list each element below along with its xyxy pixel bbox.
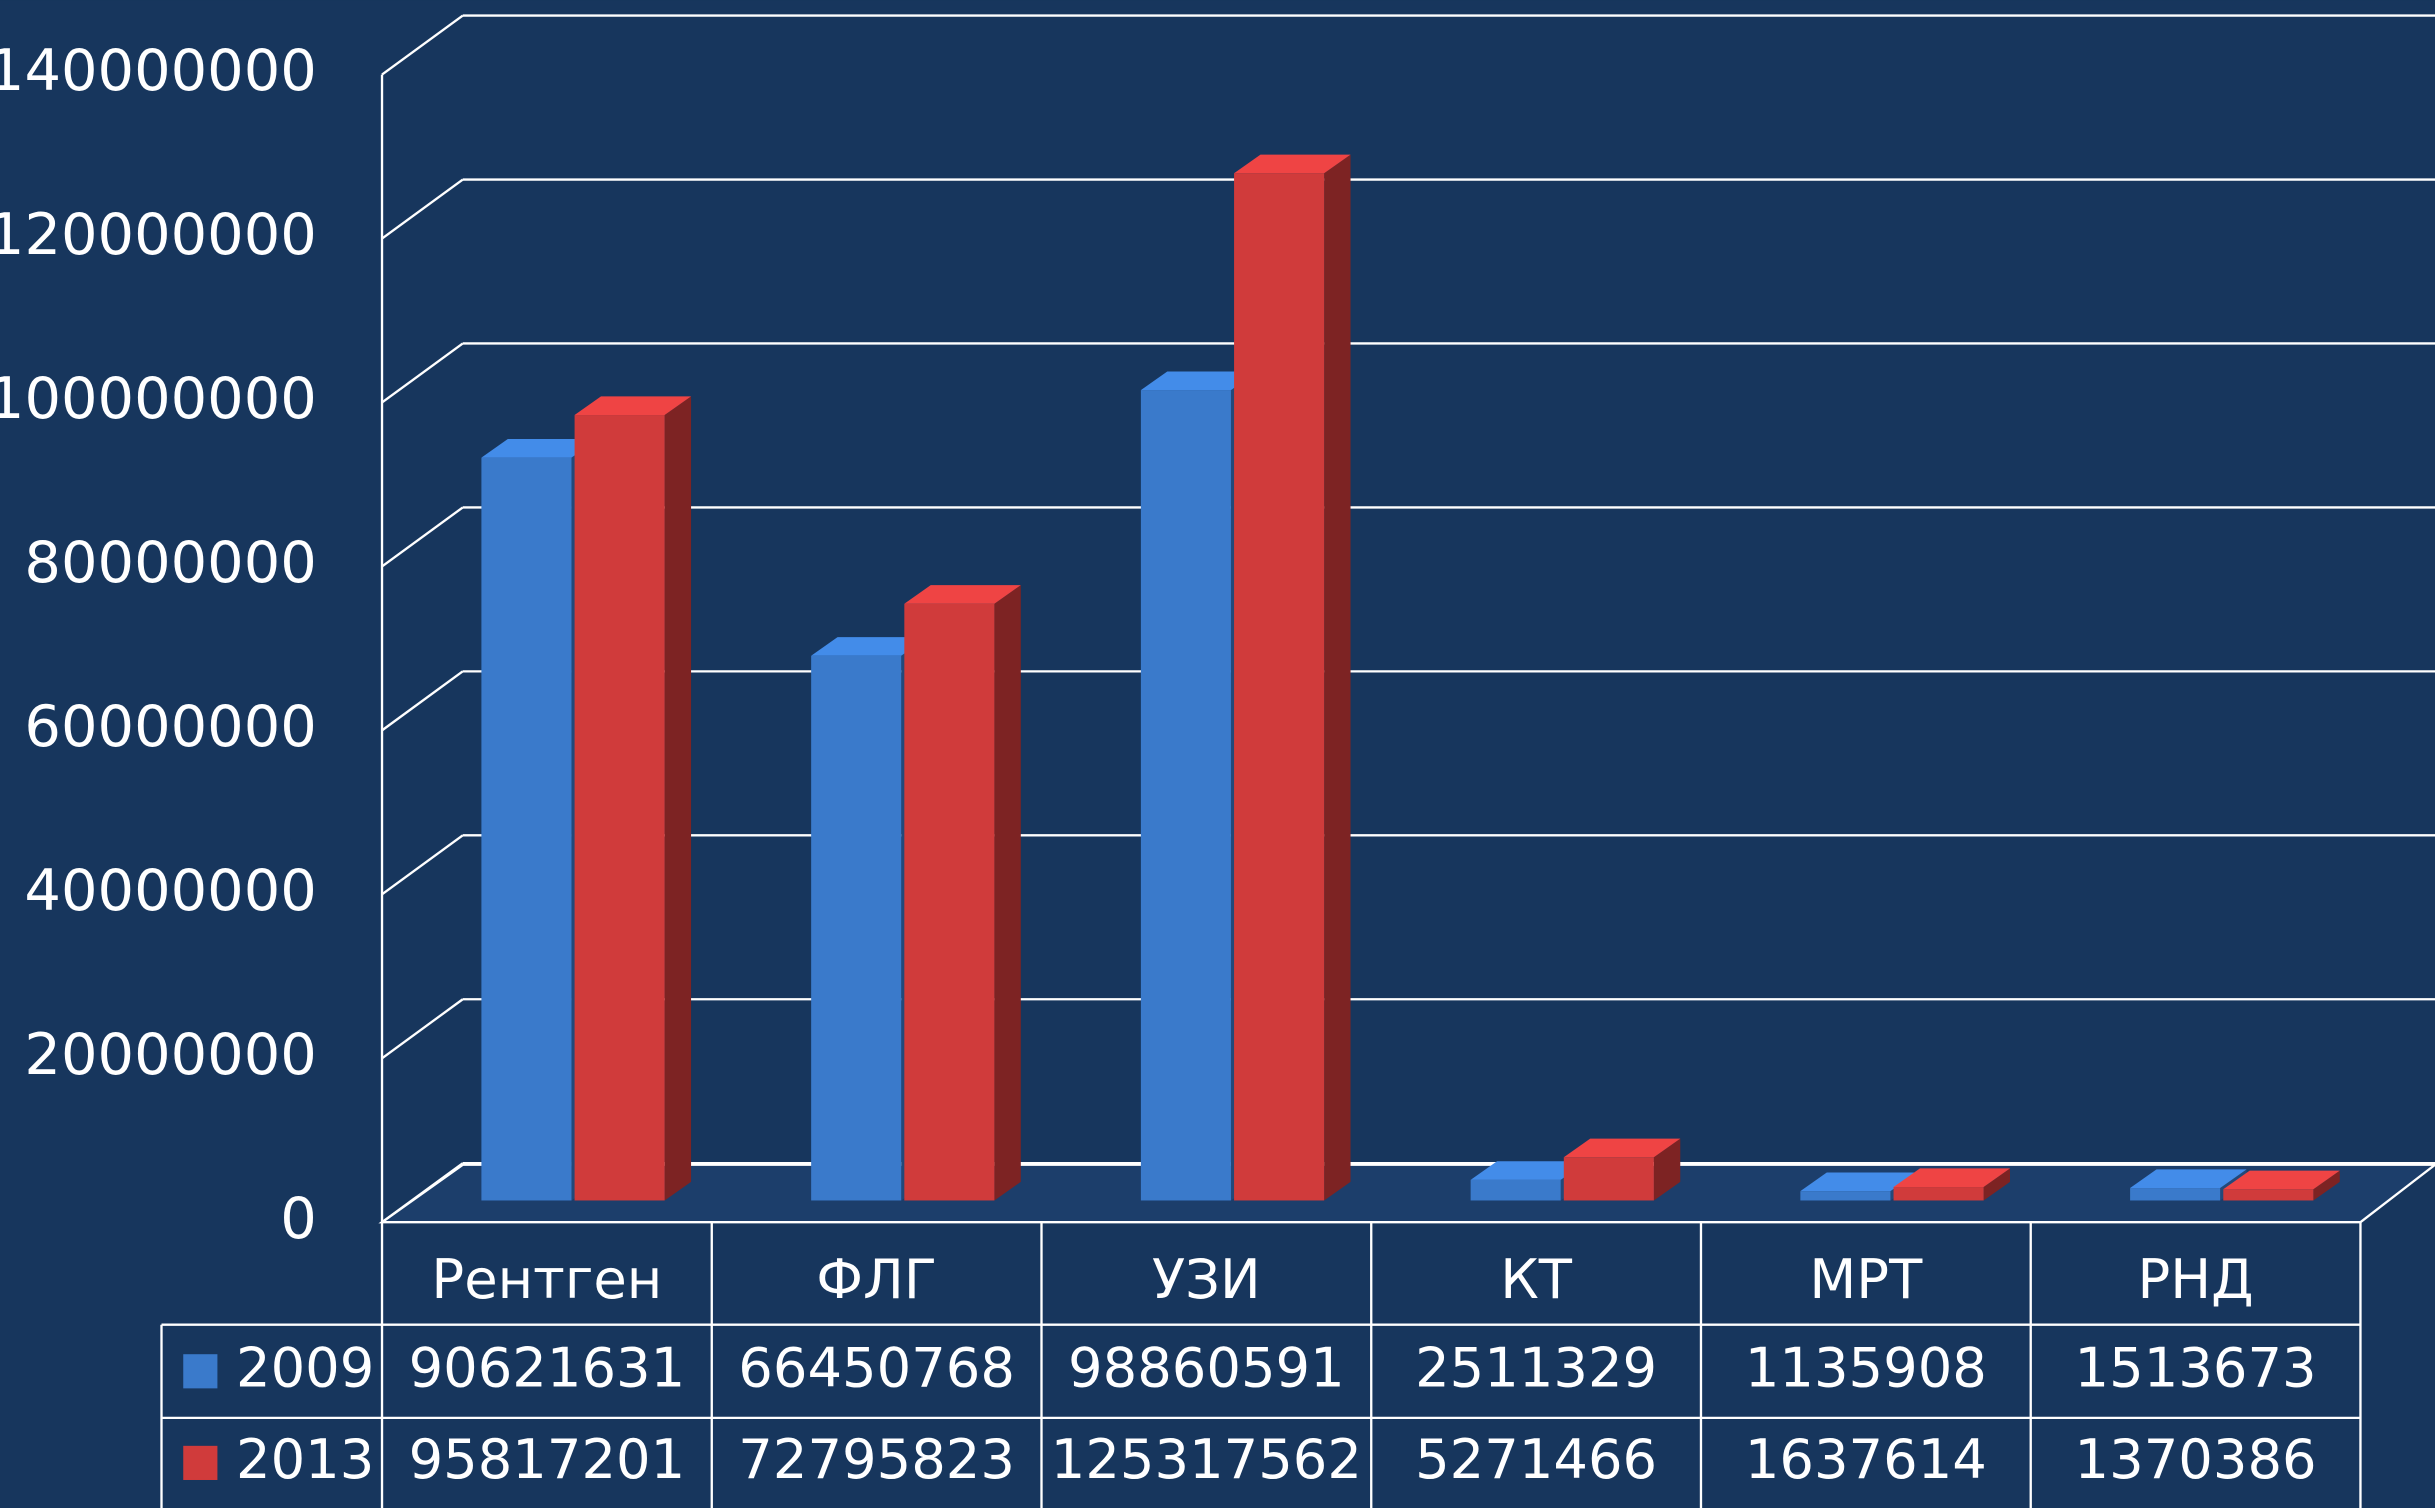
x-tick-label: ФЛГ — [816, 1248, 937, 1311]
y-tick-label: 140000000 — [0, 37, 317, 104]
bar-top — [811, 637, 928, 656]
y-tick-label: 40000000 — [24, 857, 316, 924]
bar-side — [664, 396, 692, 1201]
y-tick-label: 60000000 — [24, 693, 316, 760]
bar — [1140, 390, 1231, 1201]
y-tick-label: 120000000 — [0, 201, 317, 268]
grid-line-side — [381, 342, 464, 404]
bar — [481, 457, 572, 1201]
table-value: 1637614 — [1745, 1428, 1987, 1491]
bar-side — [994, 585, 1021, 1201]
bar-top — [904, 585, 1021, 604]
grid-line-side — [381, 834, 464, 896]
bar-side — [2313, 1170, 2340, 1201]
grid-line-side — [381, 506, 464, 568]
table-value: 72795823 — [738, 1428, 1015, 1491]
bar — [1800, 1191, 1891, 1201]
y-tick-label: 20000000 — [24, 1021, 316, 1088]
bar-side — [1983, 1168, 2011, 1201]
legend-swatch — [183, 1445, 218, 1480]
bar-top — [1893, 1168, 2011, 1188]
bar-top — [1563, 1138, 1681, 1158]
table-value: 125317562 — [1051, 1428, 1362, 1491]
bar — [2130, 1188, 2221, 1201]
grid-line-side — [381, 998, 464, 1060]
x-tick-label: МРТ — [1809, 1248, 1923, 1311]
grid-line-side — [381, 670, 464, 732]
bar — [574, 415, 665, 1201]
bar — [2223, 1189, 2314, 1201]
legend-swatch — [183, 1354, 218, 1389]
bar-top — [1800, 1172, 1917, 1192]
x-tick-label: РНД — [2138, 1248, 2254, 1311]
bar-top — [2223, 1170, 2340, 1190]
table-value: 2511329 — [1415, 1336, 1657, 1399]
table-value: 5271466 — [1415, 1428, 1657, 1491]
y-tick-label: 80000000 — [24, 529, 316, 596]
table-value: 66450768 — [738, 1336, 1015, 1399]
table-value: 98860591 — [1068, 1336, 1345, 1399]
table-value: 95817201 — [409, 1428, 686, 1491]
bar — [1470, 1179, 1561, 1201]
bar-top — [1234, 154, 1351, 174]
x-tick-label: Рентген — [431, 1248, 662, 1311]
x-tick-label: КТ — [1500, 1248, 1573, 1311]
grid-line-side — [381, 1162, 464, 1224]
bar-side — [1324, 154, 1351, 1201]
bar-top — [1470, 1161, 1588, 1180]
table-value: 1370386 — [2075, 1428, 2317, 1491]
bar — [904, 603, 995, 1201]
y-tick-label: 0 — [280, 1185, 317, 1252]
legend-label: 2009 — [236, 1336, 374, 1399]
x-tick-label: УЗИ — [1152, 1248, 1261, 1311]
y-tick-label: 100000000 — [0, 365, 317, 432]
grid-line-side — [381, 14, 464, 76]
grid-line-side — [381, 178, 464, 240]
bar-side — [1653, 1138, 1681, 1201]
bar — [1893, 1187, 1984, 1201]
bar — [1563, 1157, 1654, 1201]
legend-label: 2013 — [236, 1428, 374, 1491]
bar-top — [1140, 371, 1258, 391]
bar-top — [2130, 1169, 2247, 1189]
table-value: 1513673 — [2075, 1336, 2317, 1399]
bar-top — [481, 438, 598, 458]
bar — [1234, 173, 1325, 1201]
table-value: 90621631 — [409, 1336, 686, 1399]
bar-top — [574, 396, 692, 416]
table-value: 1135908 — [1745, 1336, 1987, 1399]
bar — [811, 655, 902, 1201]
